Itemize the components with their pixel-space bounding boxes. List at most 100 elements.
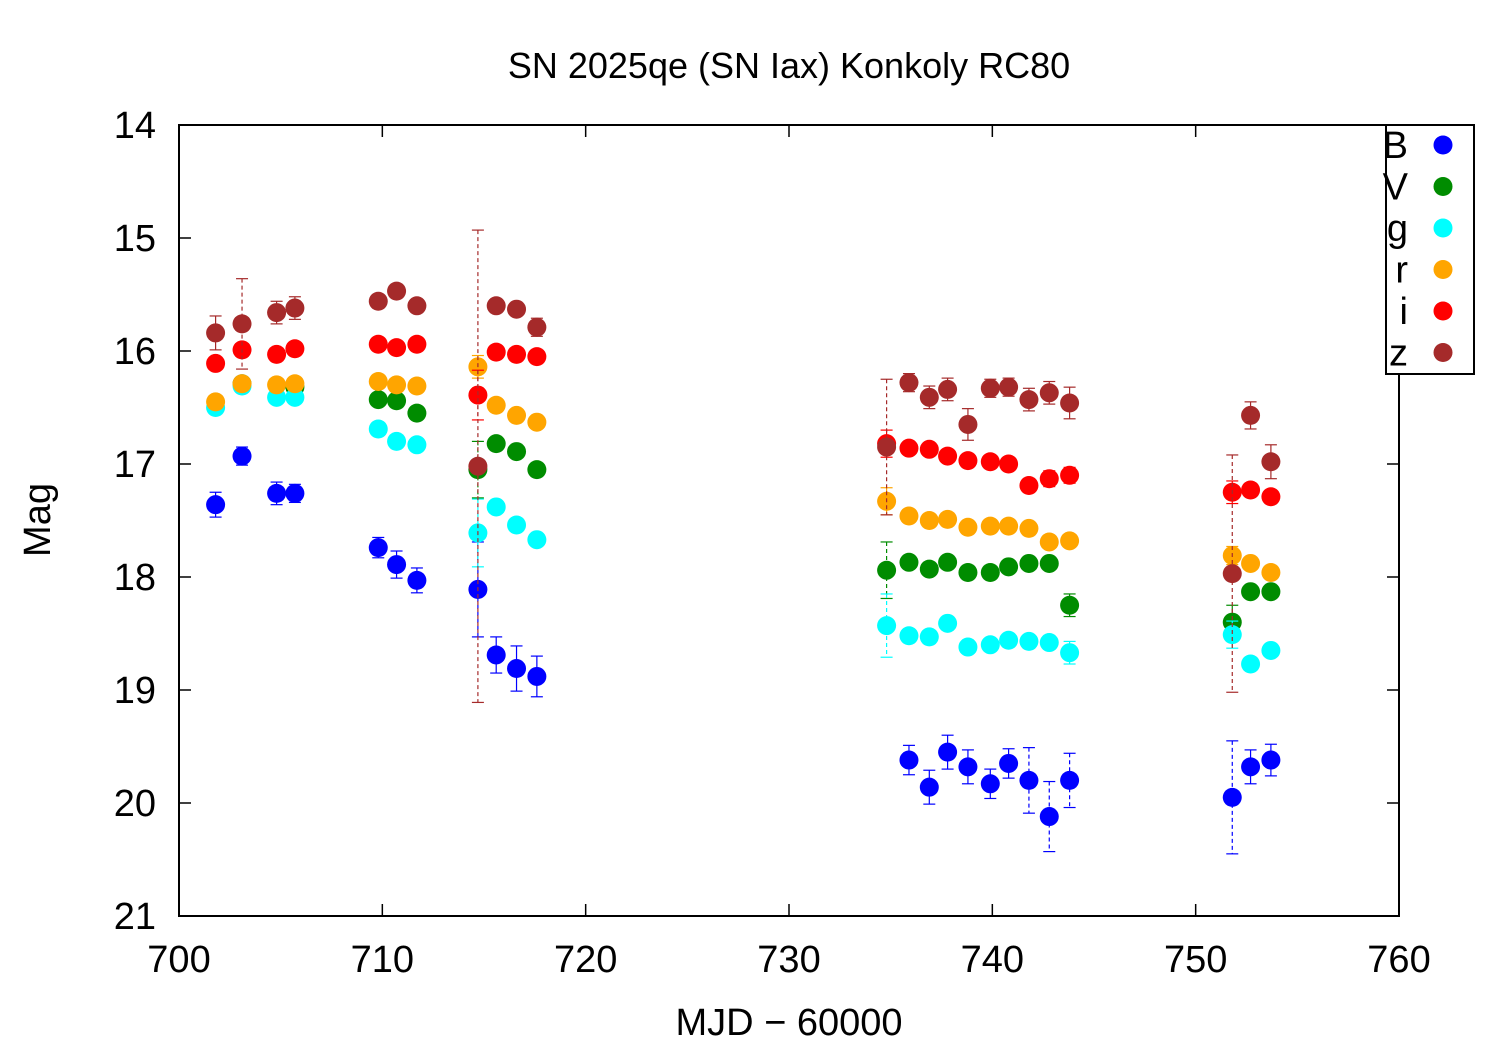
data-point-B (1060, 770, 1080, 790)
data-point-i (267, 344, 287, 364)
data-point-i (206, 353, 226, 373)
data-point-z (877, 437, 897, 457)
data-point-i (527, 347, 547, 367)
data-point-B (368, 538, 388, 558)
data-point-V (1261, 582, 1281, 602)
x-tick-label: 730 (757, 939, 820, 981)
data-point-V (1060, 595, 1080, 615)
data-point-g (407, 435, 427, 455)
data-point-r (1261, 562, 1281, 582)
data-point-V (919, 559, 939, 579)
data-point-i (958, 451, 978, 471)
data-point-z (1060, 393, 1080, 413)
data-point-z (407, 296, 427, 316)
y-tick-label: 20 (114, 783, 156, 825)
x-tick-label: 700 (147, 939, 210, 981)
data-point-z (999, 377, 1019, 397)
data-point-i (507, 344, 527, 364)
data-point-r (1019, 518, 1039, 538)
data-point-r (267, 375, 287, 395)
data-point-i (980, 452, 1000, 472)
legend-label-r: r (1395, 250, 1408, 292)
data-point-g (1241, 654, 1261, 674)
data-point-g (938, 613, 958, 633)
data-point-z (267, 303, 287, 323)
data-point-g (1261, 640, 1281, 660)
series-i (206, 334, 1281, 507)
x-tick-label: 720 (554, 939, 617, 981)
chart-title: SN 2025qe (SN Iax) Konkoly RC80 (508, 45, 1070, 86)
data-point-V (486, 434, 506, 454)
data-point-g (527, 530, 547, 550)
x-tick-label: 760 (1367, 939, 1430, 981)
data-point-i (1261, 487, 1281, 507)
plot-frame (178, 124, 1400, 917)
data-point-r (285, 374, 305, 394)
data-point-r (938, 509, 958, 529)
data-point-B (999, 753, 1019, 773)
data-point-V (899, 552, 919, 572)
data-point-g (486, 497, 506, 517)
data-point-B (206, 495, 226, 515)
data-point-B (1222, 787, 1242, 807)
data-point-r (1039, 532, 1059, 552)
data-point-i (919, 439, 939, 459)
data-point-V (980, 562, 1000, 582)
data-point-z (1019, 390, 1039, 410)
data-point-V (1241, 582, 1261, 602)
series-z (206, 229, 1281, 704)
data-point-r (958, 517, 978, 537)
data-point-z (486, 296, 506, 316)
data-point-B (1241, 757, 1261, 777)
data-point-B (285, 483, 305, 503)
data-point-r (206, 392, 226, 412)
y-axis-title: Mag (17, 483, 59, 557)
data-point-i (1019, 475, 1039, 495)
series-g (206, 376, 1281, 674)
data-point-i (486, 342, 506, 362)
legend-label-B: B (1383, 125, 1408, 167)
data-point-z (285, 298, 305, 318)
data-point-i (1039, 469, 1059, 489)
data-point-z (206, 323, 226, 343)
data-point-B (387, 555, 407, 575)
data-point-g (877, 616, 897, 636)
data-point-z (980, 378, 1000, 398)
data-point-z (1222, 564, 1242, 584)
x-tick-label: 740 (961, 939, 1024, 981)
data-point-z (958, 414, 978, 434)
data-point-g (1039, 633, 1059, 653)
data-point-i (1241, 480, 1261, 500)
data-point-r (527, 412, 547, 432)
data-point-z (899, 373, 919, 393)
legend-marker-B (1433, 135, 1453, 155)
data-point-z (232, 314, 252, 334)
data-point-z (1241, 405, 1261, 425)
data-point-g (1060, 643, 1080, 663)
data-point-i (999, 454, 1019, 474)
data-point-r (899, 506, 919, 526)
data-point-g (958, 637, 978, 657)
data-point-r (407, 376, 427, 396)
data-point-i (285, 339, 305, 359)
legend-marker-g (1433, 218, 1453, 238)
data-point-g (507, 515, 527, 535)
legend-label-i: i (1400, 291, 1408, 333)
data-point-g (919, 627, 939, 647)
data-point-r (1060, 531, 1080, 551)
y-tick-label: 14 (114, 105, 156, 147)
data-point-r (368, 372, 388, 392)
data-point-V (527, 460, 547, 480)
y-tick-label: 16 (114, 331, 156, 373)
data-point-B (1019, 770, 1039, 790)
data-point-z (507, 299, 527, 319)
data-point-g (1019, 631, 1039, 651)
y-tick-label: 15 (114, 218, 156, 260)
data-point-r (507, 405, 527, 425)
y-tick-label: 21 (114, 896, 156, 938)
data-point-g (899, 626, 919, 646)
legend-marker-i (1433, 301, 1453, 321)
